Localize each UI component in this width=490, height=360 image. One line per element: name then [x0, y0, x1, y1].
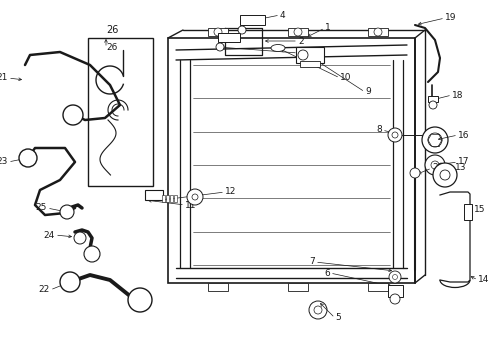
Circle shape [294, 28, 302, 36]
Text: 22: 22 [39, 285, 50, 294]
Text: 26: 26 [106, 44, 118, 53]
Circle shape [440, 170, 450, 180]
Bar [168, 38, 415, 283]
Bar [145, 190, 163, 200]
Bar [368, 28, 388, 36]
Text: 24: 24 [44, 230, 55, 239]
Circle shape [214, 28, 222, 36]
Text: 17: 17 [458, 158, 469, 166]
Bar [208, 28, 228, 36]
Circle shape [74, 232, 86, 244]
Circle shape [410, 168, 420, 178]
Circle shape [60, 205, 74, 219]
Bar [300, 61, 320, 67]
Circle shape [425, 155, 445, 175]
Circle shape [428, 133, 442, 147]
Bar [162, 195, 165, 202]
Text: 16: 16 [458, 130, 469, 139]
Circle shape [187, 189, 203, 205]
Bar [174, 195, 177, 202]
Text: 19: 19 [445, 13, 457, 22]
Circle shape [60, 272, 80, 292]
Circle shape [128, 288, 152, 312]
Bar [166, 195, 169, 202]
Circle shape [433, 163, 457, 187]
Ellipse shape [271, 45, 285, 51]
Bar [428, 96, 438, 102]
Text: 13: 13 [455, 163, 466, 172]
Text: 6: 6 [324, 269, 330, 278]
Bar [208, 283, 228, 291]
Text: 14: 14 [478, 275, 490, 284]
Circle shape [429, 101, 437, 109]
Bar [240, 15, 265, 25]
Text: 3: 3 [298, 49, 304, 58]
Bar [464, 204, 472, 220]
Bar [88, 38, 153, 186]
Text: 26: 26 [106, 25, 119, 35]
Circle shape [390, 294, 400, 304]
Text: 11: 11 [185, 201, 196, 210]
Circle shape [374, 28, 382, 36]
Text: 10: 10 [340, 73, 351, 82]
Bar [170, 195, 173, 202]
Text: 9: 9 [365, 87, 371, 96]
Circle shape [238, 26, 246, 34]
Text: 4: 4 [280, 10, 286, 19]
Text: 1: 1 [325, 23, 331, 32]
Text: 20: 20 [432, 163, 443, 172]
Text: 23: 23 [0, 158, 8, 166]
Circle shape [84, 246, 100, 262]
Text: 8: 8 [376, 126, 382, 135]
Circle shape [298, 50, 308, 60]
Text: 15: 15 [474, 206, 486, 215]
Circle shape [388, 128, 402, 142]
Text: 18: 18 [452, 90, 464, 99]
Bar [288, 283, 308, 291]
Bar [368, 283, 388, 291]
Bar [296, 47, 324, 63]
Text: 21: 21 [0, 73, 8, 82]
Circle shape [309, 301, 327, 319]
Circle shape [192, 194, 198, 200]
Circle shape [392, 274, 397, 279]
Text: 2: 2 [298, 36, 304, 45]
Bar [288, 28, 308, 36]
Circle shape [63, 105, 83, 125]
Bar [218, 33, 240, 42]
Text: 12: 12 [225, 188, 236, 197]
Circle shape [431, 161, 439, 169]
Bar [388, 285, 403, 297]
Text: 5: 5 [335, 314, 341, 323]
Text: 25: 25 [36, 203, 47, 212]
Circle shape [392, 132, 398, 138]
Circle shape [389, 271, 401, 283]
Circle shape [19, 149, 37, 167]
Text: 7: 7 [309, 257, 315, 266]
Circle shape [422, 127, 448, 153]
Circle shape [314, 306, 322, 314]
Circle shape [216, 43, 224, 51]
